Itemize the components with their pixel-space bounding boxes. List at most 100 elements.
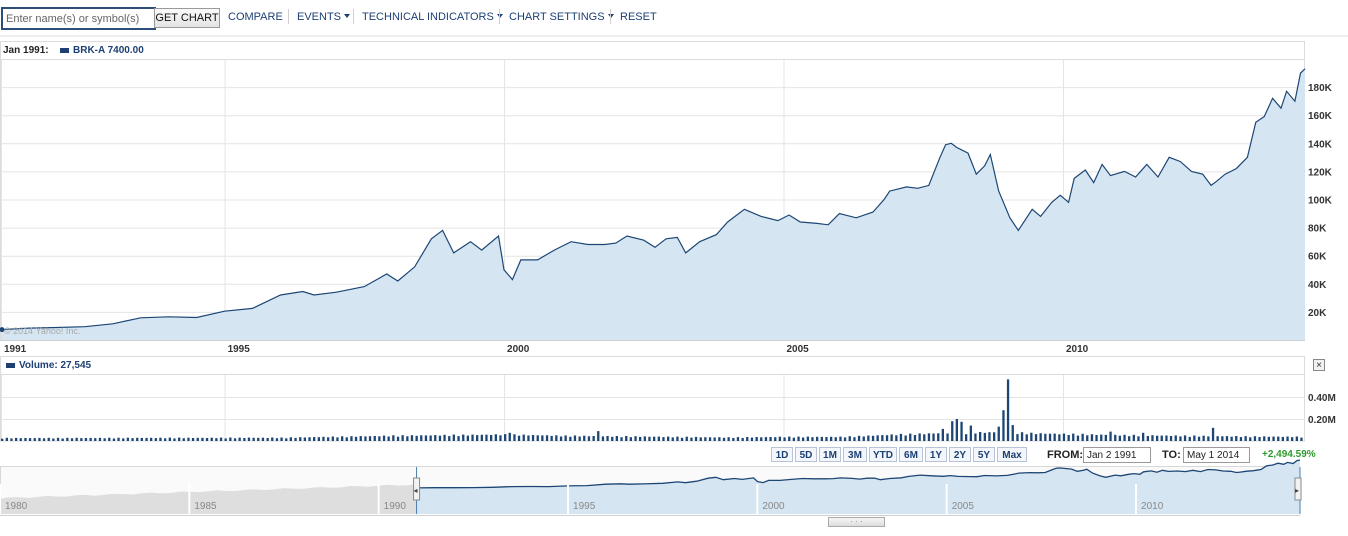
volume-bar [210, 437, 213, 441]
volume-bar [587, 436, 591, 441]
volume-bar [373, 436, 376, 441]
volume-bar [611, 436, 614, 441]
volume-bar [643, 436, 646, 441]
range-button-5d[interactable]: 5D [795, 447, 817, 462]
volume-bar [1137, 436, 1140, 441]
volume-bar [904, 435, 907, 441]
range-button-1m[interactable]: 1M [819, 447, 841, 462]
range-button-max[interactable]: Max [997, 447, 1027, 462]
volume-bar [1058, 434, 1061, 441]
handle-arrow-glyph: ▸ [1295, 486, 1299, 495]
volume-bar [1025, 434, 1028, 441]
volume-bar [792, 437, 795, 441]
volume-bar [378, 436, 381, 441]
scroll-grip-handle[interactable]: · · · [828, 517, 885, 527]
volume-bar [1109, 431, 1112, 441]
volume-bar [401, 435, 404, 441]
volume-bar [1277, 436, 1280, 441]
volume-bar [443, 434, 446, 441]
volume-bar [28, 438, 32, 441]
range-button-1d[interactable]: 1D [771, 447, 793, 462]
toolbar: GET CHART COMPARE EVENTS TECHNICAL INDIC… [0, 0, 1348, 34]
range-button-2y[interactable]: 2Y [949, 447, 971, 462]
volume-bar [830, 436, 833, 441]
volume-bar [750, 437, 754, 441]
range-button-5y[interactable]: 5Y [973, 447, 995, 462]
navigator[interactable]: 1980 1985 1990 1995 2000 2005 2010 ◂ ▸ [0, 459, 1302, 516]
symbol-search-input[interactable] [1, 7, 156, 30]
volume-bar [857, 435, 861, 441]
volume-bar [1076, 435, 1080, 441]
toolbar-divider [610, 9, 611, 24]
close-volume-icon[interactable]: × [1313, 359, 1325, 371]
volume-bar [895, 435, 898, 441]
y-tick-label: 120K [1308, 167, 1333, 178]
price-series-label: BRK-A 7400.00 [73, 45, 144, 56]
volume-bar [66, 437, 69, 441]
from-date-input[interactable] [1083, 447, 1151, 463]
volume-bar [317, 437, 320, 441]
volume-bar [1165, 435, 1168, 441]
volume-bar [508, 432, 511, 442]
volume-bar [159, 437, 162, 441]
range-button-ytd[interactable]: YTD [869, 447, 897, 462]
x-tick-label: 1995 [228, 344, 251, 355]
volume-bar [233, 438, 237, 441]
volume-border [0, 356, 1305, 442]
volume-bar [33, 438, 36, 441]
price-line [0, 68, 1306, 331]
volume-bar [653, 436, 656, 441]
volume-bar [182, 438, 185, 441]
volume-bar [811, 437, 814, 441]
range-button-3m[interactable]: 3M [843, 447, 867, 462]
volume-bar [1169, 436, 1173, 441]
navigator-left-handle-icon[interactable] [413, 477, 421, 501]
volume-bar [108, 437, 111, 441]
volume-bar [685, 436, 688, 441]
volume-bar [1016, 434, 1019, 441]
volume-bar [550, 435, 553, 441]
range-button-1y[interactable]: 1Y [925, 447, 947, 462]
to-label: TO: [1162, 449, 1181, 461]
volume-bar [122, 438, 125, 441]
volume-y-axis: 0.20M 0.40M [1308, 393, 1336, 426]
volume-bar [1053, 433, 1056, 441]
volume-bar [820, 436, 823, 441]
volume-bar [601, 436, 605, 441]
volume-bar [1230, 436, 1233, 441]
events-menu[interactable]: EVENTS [297, 11, 351, 23]
compare-link[interactable]: COMPARE [228, 11, 283, 23]
volume-bar [350, 436, 353, 441]
volume-bar [98, 437, 102, 441]
volume-bar [955, 419, 958, 441]
volume-bar [94, 438, 97, 441]
volume-bar [42, 438, 46, 441]
volume-bar [257, 437, 260, 441]
volume-bar [1146, 436, 1149, 441]
range-button-6m[interactable]: 6M [899, 447, 923, 462]
volume-bar [1072, 433, 1075, 441]
volume-bars [1, 379, 1303, 442]
volume-bar [1253, 436, 1257, 441]
reset-link[interactable]: RESET [620, 11, 657, 23]
get-chart-button[interactable]: GET CHART [154, 8, 220, 28]
volume-bar [173, 438, 176, 441]
volume-bar [615, 436, 618, 441]
navigator-tick-label: 1980 [5, 501, 28, 512]
volume-bar [52, 438, 55, 441]
volume-bar [1183, 435, 1187, 441]
volume-bar [1030, 432, 1033, 441]
volume-bar [736, 437, 740, 441]
technical-indicators-label: TECHNICAL INDICATORS [362, 11, 494, 23]
volume-bar [1081, 433, 1084, 441]
volume-bar [201, 437, 204, 441]
navigator-history-area [0, 484, 417, 514]
volume-bar [774, 437, 777, 441]
volume-y-tick-label: 0.40M [1308, 393, 1336, 404]
to-date-input[interactable] [1183, 447, 1250, 463]
navigator-right-handle-icon[interactable] [1294, 477, 1302, 501]
volume-bar [238, 437, 241, 441]
volume-bar [680, 437, 684, 441]
volume-bar [1207, 436, 1210, 441]
volume-bar [1272, 436, 1275, 441]
